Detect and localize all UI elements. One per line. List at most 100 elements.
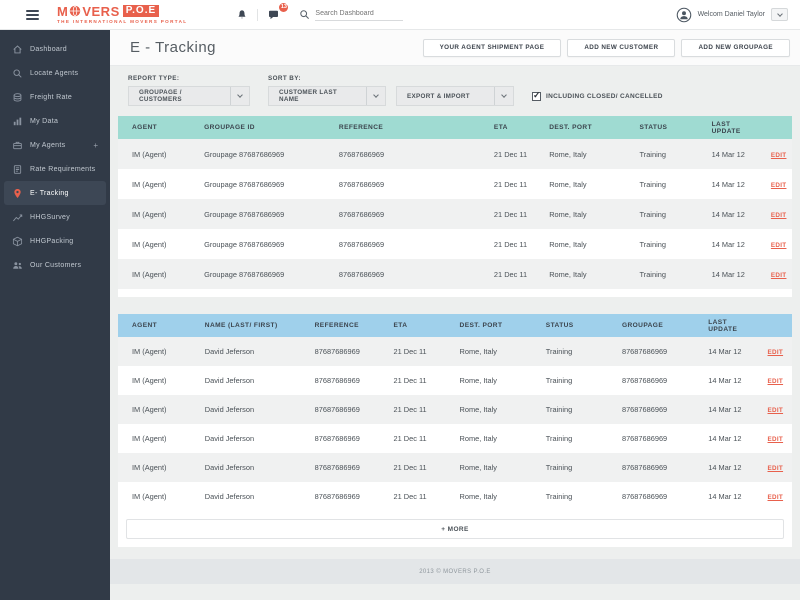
edit-link[interactable]: EDIT — [770, 181, 787, 189]
cell-name: David Jeferson — [204, 492, 255, 501]
edit-link[interactable]: EDIT — [767, 494, 784, 501]
cell-status: Training — [545, 492, 573, 501]
cell-eta: 21 Dec 11 — [393, 347, 427, 356]
cell-agent: IM (Agent) — [132, 376, 167, 385]
divider — [257, 8, 259, 21]
edit-link[interactable]: EDIT — [767, 465, 784, 472]
cell-groupage: 87687686969 — [621, 347, 668, 356]
table-row: IM (Agent) Groupage 87687686969 8768768696… — [118, 169, 792, 199]
cell-agent: IM (Agent) — [132, 269, 167, 279]
table-row: IM (Agent) Groupage 87687686969 8768768696… — [118, 199, 792, 229]
edit-link[interactable]: EDIT — [770, 211, 787, 219]
cell-reference: 87687686969 — [314, 405, 360, 414]
cell-groupage: 87687686969 — [621, 434, 668, 443]
cell-last-update: 14 Mar 12 — [708, 347, 742, 356]
cell-reference: 87687686969 — [338, 149, 385, 159]
col-reference: REFERENCE — [324, 116, 480, 139]
expand-plus-icon[interactable]: + — [93, 140, 98, 150]
col-last-update: LAST UPDATE — [694, 314, 754, 337]
col-groupage: GROUPAGE — [607, 314, 695, 337]
sidebar-item-locate-agents[interactable]: Locate Agents — [4, 61, 106, 85]
main-content: E - Tracking YOUR AGENT SHIPMENT PAGE AD… — [110, 30, 800, 600]
page-header: E - Tracking YOUR AGENT SHIPMENT PAGE AD… — [110, 30, 800, 66]
customers-table: AGENT NAME (LAST/ FIRST) REFERENCE ETA D… — [118, 314, 792, 511]
cell-last-update: 14 Mar 12 — [711, 209, 745, 219]
sidebar-item-dashboard[interactable]: Dashboard — [4, 37, 106, 61]
cell-eta: 21 Dec 11 — [393, 463, 427, 472]
load-more-button[interactable]: + MORE — [126, 519, 784, 539]
cell-dest-port: Rome, Italy — [459, 405, 497, 414]
briefcase-icon — [12, 140, 23, 151]
add-new-groupage-button[interactable]: ADD NEW GROUPAGE — [681, 38, 790, 57]
cell-agent: IM (Agent) — [132, 179, 167, 189]
brand-badge: P.O.E — [122, 5, 160, 18]
user-dropdown-button[interactable] — [771, 8, 788, 21]
messages-button[interactable]: 13 — [258, 2, 289, 21]
sidebar-item-our-customers[interactable]: Our Customers — [4, 253, 106, 277]
cell-last-update: 14 Mar 12 — [708, 463, 742, 472]
cell-reference: 87687686969 — [314, 492, 360, 501]
people-icon — [12, 260, 23, 271]
col-status: STATUS — [625, 116, 698, 139]
cell-status: Training — [639, 269, 666, 279]
including-closed-checkbox[interactable] — [532, 90, 541, 101]
add-new-customer-button[interactable]: ADD NEW CUSTOMER — [567, 38, 676, 57]
package-icon — [12, 236, 23, 247]
sidebar-item-freight-rate[interactable]: Freight Rate — [4, 85, 106, 109]
filter-bar: REPORT TYPE: GROUPAGE / CUSTOMERS SORT B… — [110, 66, 800, 116]
cell-dest-port: Rome, Italy — [459, 463, 497, 472]
edit-link[interactable]: EDIT — [770, 271, 787, 279]
sidebar-item-my-data[interactable]: My Data — [4, 109, 106, 133]
edit-link[interactable]: EDIT — [770, 151, 787, 159]
your-agent-shipment-page-button[interactable]: YOUR AGENT SHIPMENT PAGE — [422, 38, 562, 57]
sidebar-item-my-agents[interactable]: My Agents + — [4, 133, 106, 157]
groupage-table-body: IM (Agent) Groupage 87687686969 8768768696… — [118, 139, 792, 289]
user-welcome-text: Welcom Daniel Taylor — [697, 11, 765, 18]
cell-status: Training — [545, 463, 573, 472]
logo: M VERS P.O.E THE INTERNATIONAL MOVERS PO… — [57, 5, 187, 25]
sort-by-dropdown[interactable]: CUSTOMER LAST NAME — [268, 86, 386, 106]
notifications-bell-button[interactable] — [227, 9, 257, 21]
edit-link[interactable]: EDIT — [767, 407, 784, 414]
edit-link[interactable]: EDIT — [767, 349, 784, 356]
bar-chart-icon — [12, 116, 23, 127]
edit-link[interactable]: EDIT — [767, 378, 784, 385]
cell-groupage-id: Groupage 87687686969 — [204, 209, 285, 219]
sidebar-item-hhgpacking[interactable]: HHGPacking — [4, 229, 106, 253]
brand-text: M — [57, 3, 69, 19]
search-input[interactable] — [315, 8, 404, 21]
cell-status: Training — [639, 209, 666, 219]
cell-name: David Jeferson — [204, 463, 255, 472]
cell-reference: 87687686969 — [338, 209, 385, 219]
cell-name: David Jeferson — [204, 405, 255, 414]
sidebar-item-rate-requirements[interactable]: Rate Requirements — [4, 157, 106, 181]
brand-text: VERS — [82, 3, 120, 19]
cell-agent: IM (Agent) — [132, 209, 167, 219]
globe-icon — [70, 5, 81, 17]
avatar-icon — [676, 7, 691, 22]
edit-link[interactable]: EDIT — [770, 241, 787, 249]
menu-toggle-icon[interactable] — [26, 9, 39, 20]
cell-groupage-id: Groupage 87687686969 — [204, 239, 285, 249]
cell-status: Training — [545, 347, 573, 356]
sidebar-item-e-tracking[interactable]: E- Tracking — [4, 181, 106, 205]
cell-eta: 21 Dec 11 — [393, 434, 427, 443]
report-type-dropdown[interactable]: GROUPAGE / CUSTOMERS — [128, 86, 250, 106]
cell-dest-port: Rome, Italy — [549, 179, 587, 189]
messages-badge: 13 — [279, 2, 289, 12]
cell-eta: 21 Dec 11 — [493, 149, 528, 159]
table-row: IM (Agent) David Jeferson 87687686969 21 De… — [118, 453, 792, 482]
cell-groupage: 87687686969 — [621, 492, 668, 501]
edit-link[interactable]: EDIT — [767, 436, 784, 443]
copyright-text: 2013 © MOVERS P.O.E — [419, 568, 491, 575]
sidebar-item-hhgsurvey[interactable]: HHGSurvey — [4, 205, 106, 229]
customers-table-body: IM (Agent) David Jeferson 87687686969 21 De… — [118, 337, 792, 511]
export-import-dropdown[interactable]: EXPORT & IMPORT — [396, 86, 514, 106]
cell-eta: 21 Dec 11 — [393, 376, 427, 385]
cell-status: Training — [545, 376, 573, 385]
groupage-table: AGENT GROUPAGE ID REFERENCE ETA DEST. PO… — [118, 116, 792, 289]
table-row: IM (Agent) David Jeferson 87687686969 21 De… — [118, 337, 792, 366]
cell-dest-port: Rome, Italy — [459, 434, 497, 443]
cell-last-update: 14 Mar 12 — [708, 405, 742, 414]
cell-name: David Jeferson — [204, 376, 255, 385]
